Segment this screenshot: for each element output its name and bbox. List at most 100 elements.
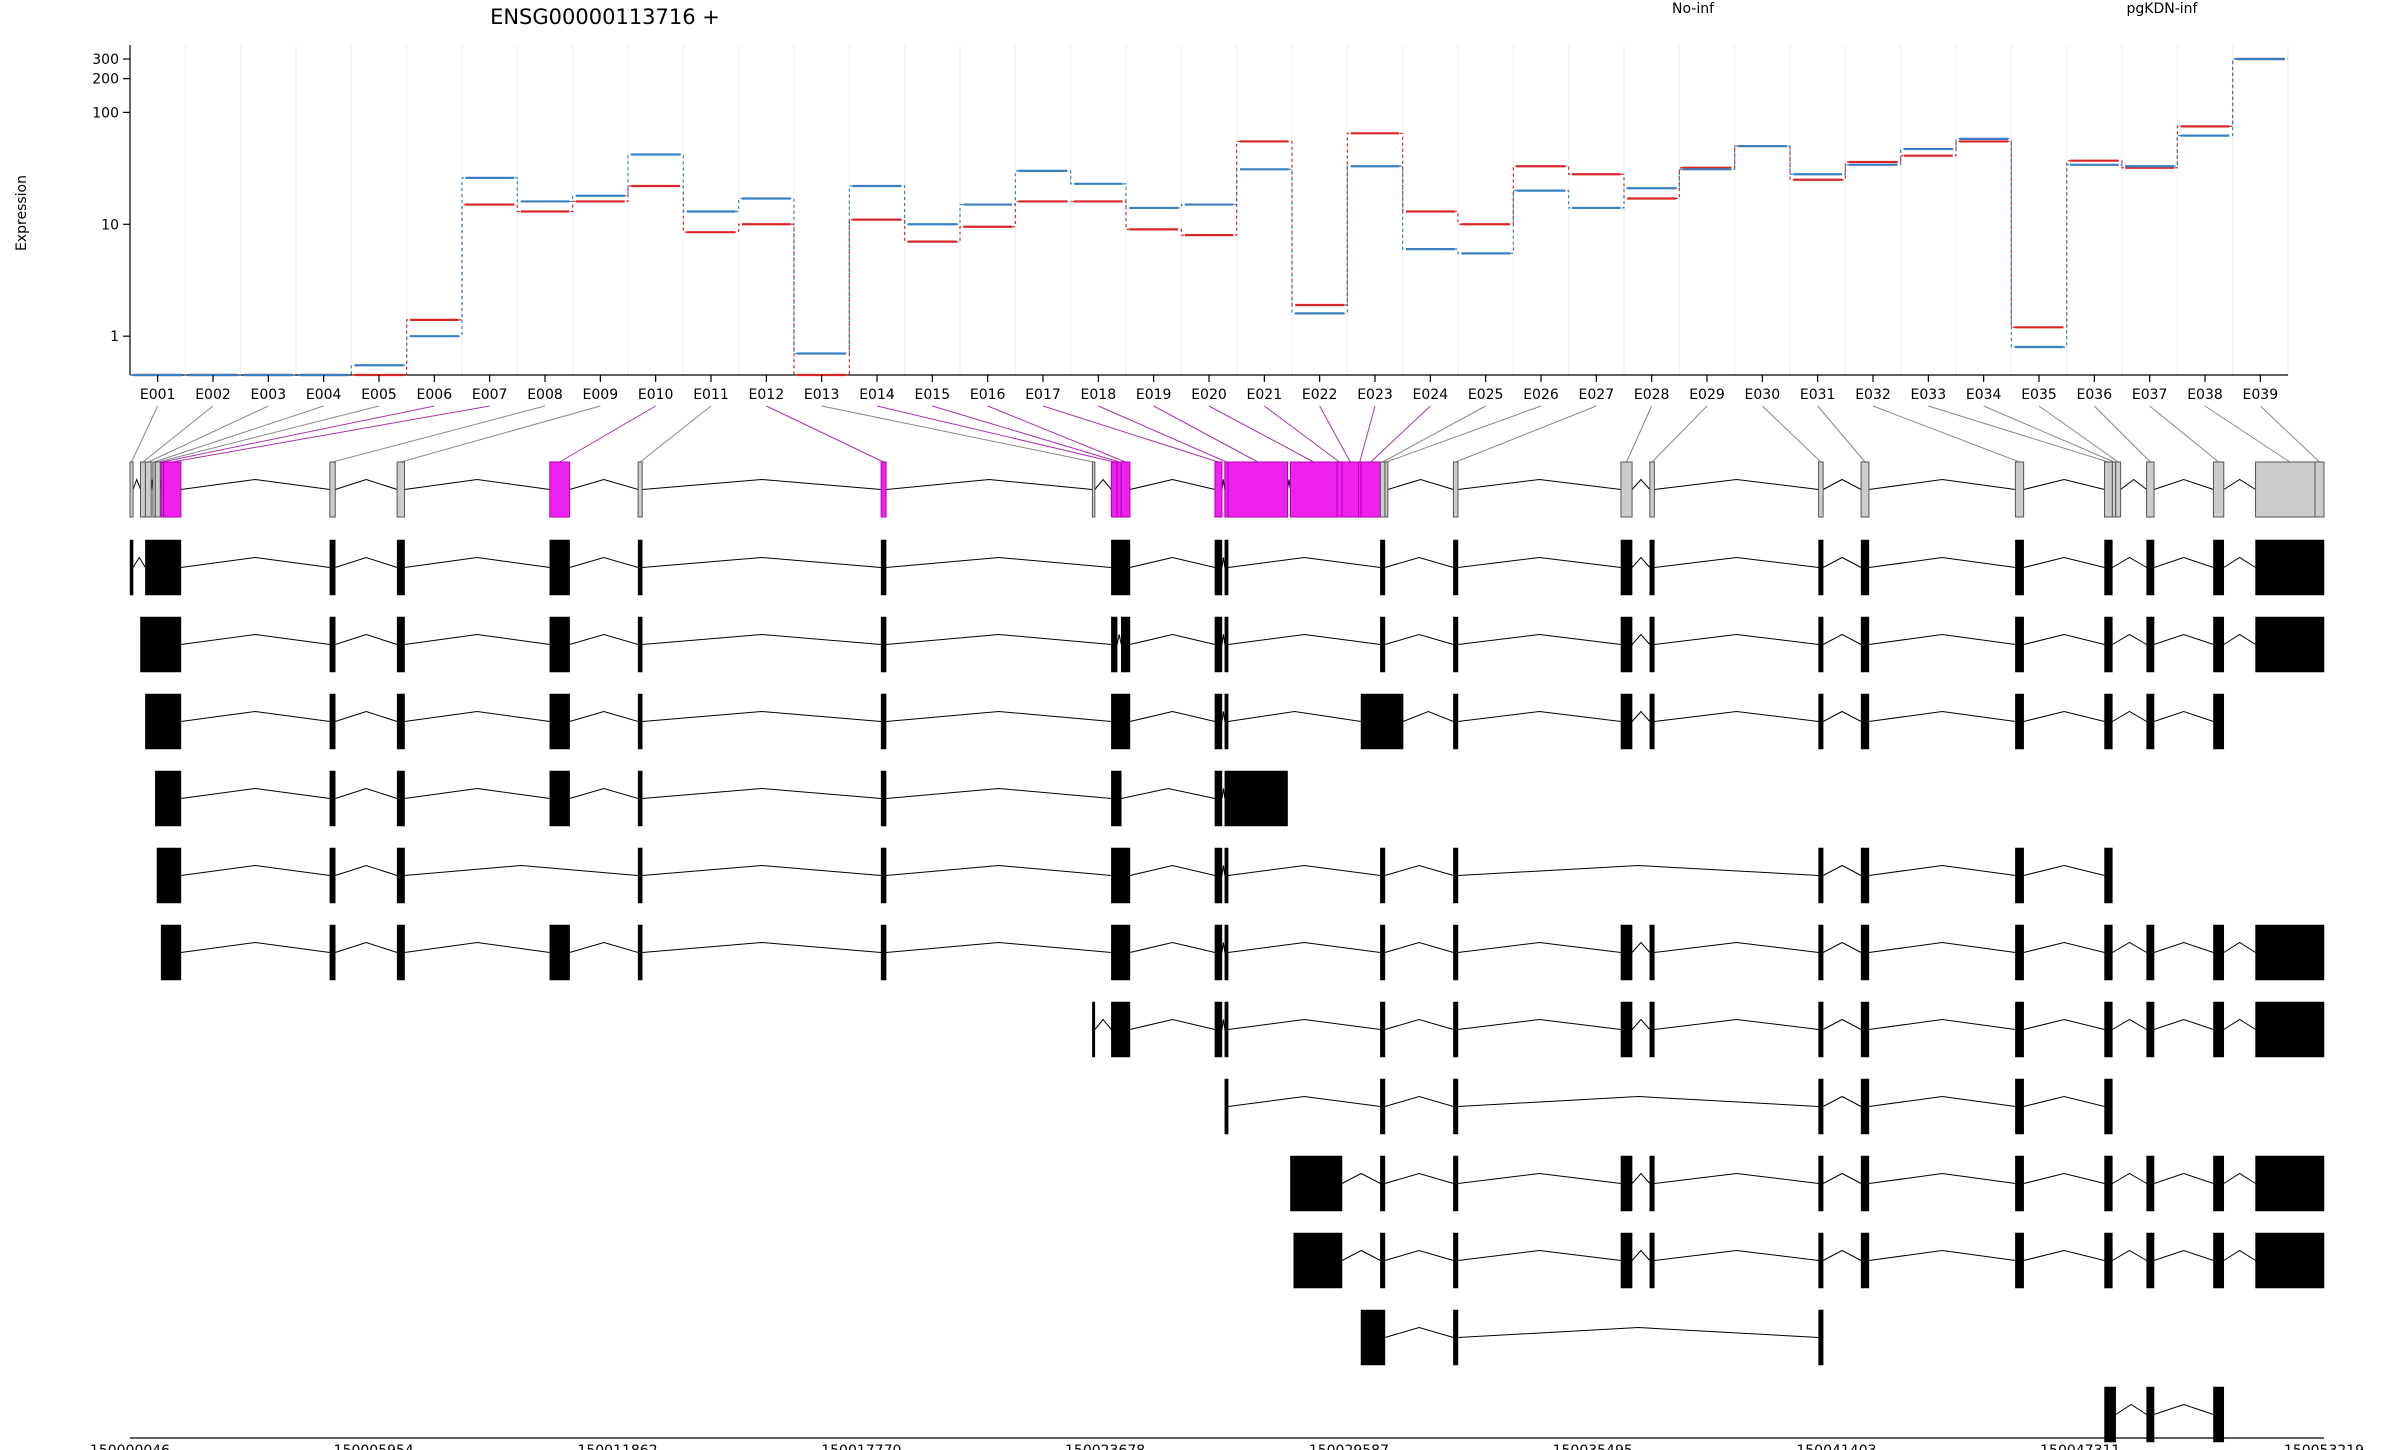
intron xyxy=(1228,864,1381,876)
bin-connector xyxy=(172,405,490,463)
exon-block xyxy=(1620,1232,1633,1289)
intron xyxy=(1868,1018,2016,1030)
intron xyxy=(1228,710,1362,722)
gene-model-row xyxy=(129,461,2325,518)
intron xyxy=(1868,1172,2016,1184)
intron xyxy=(1129,478,1216,490)
exon-block xyxy=(1380,1001,1386,1058)
x-tick-label: E017 xyxy=(1025,387,1061,403)
intron xyxy=(1631,1018,1651,1030)
exon-block xyxy=(1860,1078,1870,1135)
exon-block xyxy=(2015,616,2024,673)
bin-connector xyxy=(559,405,656,463)
exon-block xyxy=(2255,1232,2325,1289)
intron xyxy=(1341,1172,1381,1184)
exon-block xyxy=(2015,539,2024,596)
intron xyxy=(1221,865,1226,876)
intron xyxy=(1129,710,1216,722)
exon-block xyxy=(2146,1232,2155,1289)
exon-block xyxy=(1818,616,1824,673)
intron xyxy=(1631,1249,1651,1261)
intron xyxy=(2223,1249,2256,1261)
grid-lines xyxy=(129,45,2289,375)
intron xyxy=(2223,941,2256,953)
exon-block xyxy=(1620,1001,1633,1058)
bin-connector xyxy=(157,405,380,463)
exon-block xyxy=(2213,1232,2225,1289)
exon-block xyxy=(2213,1001,2225,1058)
exon-block xyxy=(2146,539,2155,596)
intron xyxy=(180,478,330,490)
exon-block xyxy=(329,924,336,981)
bin-connector xyxy=(1382,405,1486,463)
intron xyxy=(1221,788,1226,799)
bin-connector xyxy=(2093,405,2151,463)
exon-block xyxy=(1224,1001,1229,1058)
intron xyxy=(1387,478,1454,490)
genomic-tick-label: 150000046 xyxy=(90,1443,170,1450)
y-tick-label: 200 xyxy=(92,72,119,88)
exon-block xyxy=(1452,461,1459,518)
exon-block xyxy=(2255,1155,2325,1212)
exon-block xyxy=(396,616,405,673)
exon-block xyxy=(1620,539,1633,596)
exon-block xyxy=(2015,924,2024,981)
intron xyxy=(1631,556,1651,568)
x-tick-label: E025 xyxy=(1468,387,1504,403)
exon-block xyxy=(129,461,134,518)
x-tick-label: E031 xyxy=(1800,387,1836,403)
x-tick-label: E029 xyxy=(1689,387,1725,403)
exon-block xyxy=(1214,693,1223,750)
intron xyxy=(1094,1018,1112,1030)
bin-connector xyxy=(1928,405,2109,463)
exon-block xyxy=(2104,1078,2113,1135)
genomic-tick-label: 150053219 xyxy=(2284,1443,2364,1450)
genomic-tick-label: 150029587 xyxy=(1309,1443,1389,1450)
intron xyxy=(1654,478,1819,490)
exon-block xyxy=(329,770,336,827)
exon-block xyxy=(1453,539,1459,596)
y-axis: 1 10 100 200 300 xyxy=(92,45,2288,376)
bin-connector xyxy=(148,405,269,463)
exon-block xyxy=(549,461,571,518)
bin-connector xyxy=(876,405,1115,463)
intron xyxy=(1384,941,1454,953)
exon-block xyxy=(2104,1001,2113,1058)
intron xyxy=(1822,710,1862,722)
x-tick-label: E006 xyxy=(417,387,453,403)
x-tick-label: E015 xyxy=(915,387,951,403)
intron xyxy=(1868,556,2016,568)
intron xyxy=(2153,1018,2214,1030)
exon-block xyxy=(637,539,643,596)
exon-block xyxy=(2213,693,2225,750)
exon-block xyxy=(1111,847,1131,904)
x-tick-label: E009 xyxy=(583,387,619,403)
intron xyxy=(1384,1018,1454,1030)
transcripts xyxy=(129,539,2325,1443)
exon-block xyxy=(2014,461,2025,518)
intron xyxy=(2112,941,2147,953)
exon-block xyxy=(1818,1232,1824,1289)
bin-connector xyxy=(1208,405,1314,463)
intron xyxy=(1121,787,1216,799)
intron xyxy=(1457,1095,1819,1107)
exon-block xyxy=(1860,461,1870,518)
intron xyxy=(2153,1403,2214,1415)
exon-block xyxy=(2104,1155,2113,1212)
exon-block xyxy=(139,461,146,518)
exon-block xyxy=(1453,924,1459,981)
exon-block xyxy=(2213,924,2225,981)
exon-block xyxy=(1224,693,1229,750)
exon-block xyxy=(1620,924,1633,981)
exon-block xyxy=(396,924,405,981)
exon-block xyxy=(2255,616,2325,673)
y-tick-label: 100 xyxy=(92,105,119,121)
exon-block xyxy=(2213,539,2225,596)
exon-block xyxy=(1214,924,1223,981)
genomic-tick-label: 150023678 xyxy=(1065,1443,1145,1450)
bin-connector xyxy=(142,405,214,463)
exon-block xyxy=(1121,616,1131,673)
intron xyxy=(1457,1172,1622,1184)
exon-block xyxy=(1224,770,1288,827)
